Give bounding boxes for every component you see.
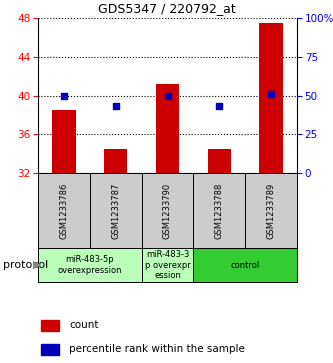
Bar bbox=[142, 248, 193, 282]
Bar bbox=[142, 173, 193, 248]
Text: count: count bbox=[69, 321, 99, 330]
Bar bbox=[90, 173, 142, 248]
Text: miR-483-3
p overexpr
ession: miR-483-3 p overexpr ession bbox=[145, 250, 190, 280]
Bar bbox=[41, 344, 59, 355]
Text: GSM1233787: GSM1233787 bbox=[111, 182, 120, 239]
Point bbox=[61, 93, 67, 98]
Bar bbox=[52, 110, 76, 173]
Bar bbox=[156, 84, 179, 173]
Text: ▶: ▶ bbox=[33, 260, 42, 270]
Bar bbox=[245, 173, 297, 248]
Point bbox=[165, 93, 170, 98]
Point bbox=[113, 103, 118, 109]
Point bbox=[217, 103, 222, 109]
Text: GSM1233789: GSM1233789 bbox=[267, 182, 276, 238]
Text: percentile rank within the sample: percentile rank within the sample bbox=[69, 344, 245, 355]
Text: control: control bbox=[230, 261, 260, 269]
Bar bbox=[38, 173, 90, 248]
Text: GSM1233786: GSM1233786 bbox=[59, 182, 68, 239]
Bar bbox=[104, 149, 127, 173]
Bar bbox=[38, 248, 142, 282]
Text: miR-483-5p
overexpression: miR-483-5p overexpression bbox=[58, 255, 122, 275]
Bar bbox=[41, 320, 59, 331]
Bar bbox=[259, 23, 283, 173]
Bar bbox=[208, 149, 231, 173]
Point bbox=[268, 91, 274, 97]
Bar bbox=[193, 248, 297, 282]
Text: GSM1233788: GSM1233788 bbox=[215, 182, 224, 239]
Text: GSM1233790: GSM1233790 bbox=[163, 183, 172, 238]
Text: GDS5347 / 220792_at: GDS5347 / 220792_at bbox=[98, 2, 235, 15]
Bar bbox=[193, 173, 245, 248]
Text: protocol: protocol bbox=[3, 260, 49, 270]
